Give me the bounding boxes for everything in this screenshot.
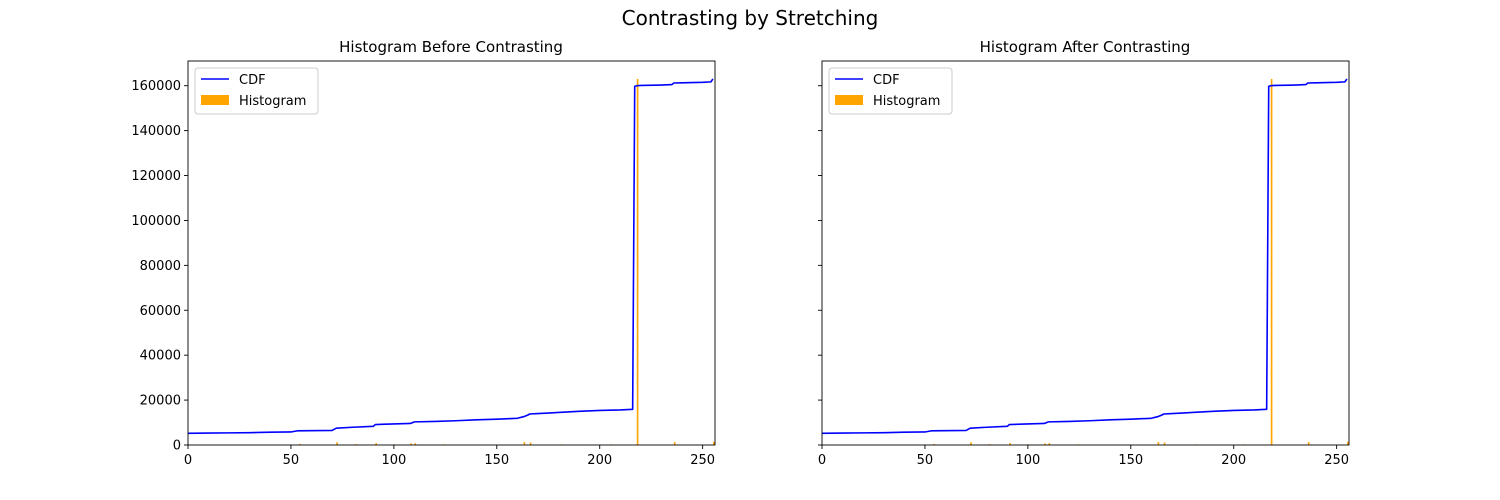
legend-cdf-label: CDF (873, 73, 900, 88)
cdf-line (187, 78, 714, 435)
x-tick-label: 200 (1221, 453, 1246, 468)
histogram-bar (1346, 441, 1349, 445)
x-tick-label: 150 (1118, 453, 1143, 468)
legend-histogram-swatch (835, 95, 863, 105)
histogram-bar (1157, 442, 1160, 445)
histogram-bar (988, 444, 991, 445)
y-tick-label: 160000 (131, 79, 181, 94)
x-tick-label: 100 (1015, 453, 1040, 468)
x-tick-label: 0 (184, 453, 192, 468)
histogram-bar (410, 443, 412, 445)
histogram-bar (1048, 443, 1051, 445)
histogram-bar (933, 443, 935, 445)
histogram-series (933, 78, 1349, 446)
legend: CDF Histogram (828, 67, 953, 115)
chart-title: Histogram Before Contrasting (339, 38, 563, 56)
histogram-bar (1044, 443, 1046, 445)
y-tick-label: 100000 (131, 214, 181, 229)
figure-title: Contrasting by Stretching (622, 6, 879, 30)
histogram-bar (1009, 442, 1011, 445)
x-tick-label: 50 (283, 453, 300, 468)
legend: CDF Histogram (194, 67, 319, 115)
chart-before-contrasting: Histogram Before Contrasting 0 50 100 150 20… (131, 38, 716, 468)
histogram-bar (529, 442, 532, 445)
x-tick-label: 200 (587, 453, 612, 468)
y-tick-label: 40000 (140, 349, 181, 364)
legend-histogram-swatch (201, 95, 229, 105)
chart-after-contrasting: Histogram After Contrasting 0 50 100 150 200… (818, 38, 1350, 468)
histogram-bar (375, 442, 377, 445)
histogram-bar (636, 78, 639, 446)
histogram-bar (970, 442, 972, 445)
x-tick-label: 250 (690, 453, 715, 468)
histogram-bar (673, 442, 676, 445)
histogram-bar (1270, 78, 1273, 446)
cdf-line (821, 78, 1348, 435)
y-tick-label: 0 (173, 439, 181, 454)
y-tick-label: 140000 (131, 124, 181, 139)
x-tick-label: 150 (484, 453, 509, 468)
histogram-bar (414, 443, 417, 445)
histogram-bar (336, 442, 338, 445)
y-tick-label: 80000 (140, 259, 181, 274)
histogram-bar (299, 443, 301, 445)
axes-frame (187, 60, 716, 446)
legend-histogram-label: Histogram (873, 94, 940, 109)
axes-frame (821, 60, 1350, 446)
legend-histogram-label: Histogram (239, 94, 306, 109)
chart-title: Histogram After Contrasting (980, 38, 1191, 56)
histogram-series (299, 78, 715, 446)
x-tick-label: 0 (818, 453, 826, 468)
histogram-bar (354, 444, 357, 445)
y-tick-label: 60000 (140, 304, 181, 319)
legend-cdf-label: CDF (239, 73, 266, 88)
histogram-bar (1163, 442, 1166, 445)
histogram-bar (712, 441, 715, 445)
histogram-bar (1307, 442, 1310, 445)
y-tick-label: 120000 (131, 169, 181, 184)
x-tick-label: 100 (381, 453, 406, 468)
y-tick-label: 20000 (140, 394, 181, 409)
histogram-bar (523, 442, 526, 445)
x-tick-label: 50 (917, 453, 934, 468)
x-tick-label: 250 (1324, 453, 1349, 468)
